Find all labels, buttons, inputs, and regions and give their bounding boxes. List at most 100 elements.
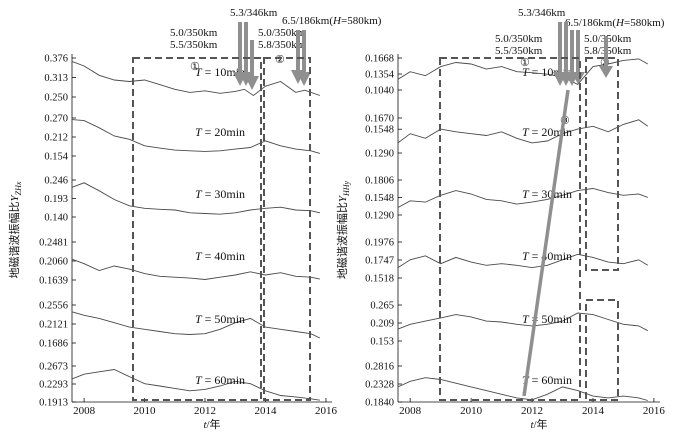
left-series-line xyxy=(71,311,321,339)
left-y-tick-label: 0.140 xyxy=(44,213,68,224)
right-box-2-upper xyxy=(585,57,619,271)
left-y-tick-label: 0.376 xyxy=(44,54,68,65)
left-annotations: 5.3/346km 5.0/350km 5.5/350km 6.5/186km(… xyxy=(132,7,382,401)
right-series-line xyxy=(397,119,649,144)
right-x-tick-label: 2008 xyxy=(399,405,422,417)
left-y-tick-label: 0.2121 xyxy=(39,320,68,331)
right-subplot-label-value: = 60min xyxy=(529,373,572,387)
left-arrow-shaft-5 xyxy=(302,30,306,76)
left-y-axis-label-main: 地磁谐波振幅比 xyxy=(7,201,21,278)
right-ann-mid1: 5.0/350km xyxy=(495,33,543,45)
left-panel: 2008 2010 2012 2014 2016 t/年 地磁谐波振幅比YZHx 0.376 0… xyxy=(7,54,337,432)
right-ann-right-pre: 6.5/186km( xyxy=(565,17,616,29)
right-series-line xyxy=(397,312,649,332)
right-subplot-label-var: T xyxy=(522,187,530,201)
right-y-tick-label: 0.209 xyxy=(370,319,394,330)
right-subplot-label-var: T xyxy=(522,65,530,79)
right-subplot-label-value: = 40min xyxy=(529,249,572,263)
left-ann-mid2: 5.5/350km xyxy=(170,39,218,51)
left-y-axis-label: 地磁谐波振幅比YZHx xyxy=(7,181,23,278)
right-arrow-head-5 xyxy=(599,66,613,78)
right-ann-right-h: H xyxy=(615,17,625,29)
right-series-line xyxy=(397,188,648,208)
left-subplot-label-value: = 50min xyxy=(202,312,245,326)
left-y-tick-label: 0.250 xyxy=(44,93,68,104)
right-x-axis-label-var: t xyxy=(530,419,534,431)
right-y-tick-label: 0.2328 xyxy=(365,380,394,391)
right-arrow-shaft-5 xyxy=(604,36,608,70)
left-x-tick-label: 2010 xyxy=(134,405,157,417)
left-series-line xyxy=(71,182,321,215)
left-ann-r1: 5.0/350km xyxy=(258,27,306,39)
right-subplot-label-value: = 50min xyxy=(529,312,572,326)
left-series-line xyxy=(71,258,320,280)
left-box-1 xyxy=(132,57,262,401)
right-x-tick-label: 2016 xyxy=(643,405,666,417)
right-x-tick-label: 2012 xyxy=(521,405,543,417)
right-circle-1: ① xyxy=(520,57,530,69)
left-arrow-shaft-3 xyxy=(250,40,254,80)
left-y-tick-label: 0.2293 xyxy=(39,380,68,391)
left-subplot-label-var: T xyxy=(195,125,203,139)
left-ann-right: 6.5/186km(H=580km) xyxy=(282,15,382,27)
left-ann-right-pre: 6.5/186km( xyxy=(282,15,333,27)
left-subplot-label-var: T xyxy=(195,249,203,263)
left-subplot-label-value: = 30min xyxy=(202,187,245,201)
right-ann-right-post: =580km) xyxy=(624,17,665,29)
right-y-tick-label: 0.1290 xyxy=(365,211,394,222)
left-subplot-label-value: = 60min xyxy=(202,373,245,387)
left-x-tick-label: 2014 xyxy=(254,405,277,417)
right-y-axis-label: 地磁谐波振幅比YHHy xyxy=(335,180,351,279)
left-y-tick-label: 0.313 xyxy=(44,73,68,84)
left-arrow-shaft-4 xyxy=(296,30,300,74)
left-subplot-label-value: = 20min xyxy=(202,125,245,139)
right-x-axis-label: t/年 xyxy=(530,417,547,431)
right-arrow-shaft-1 xyxy=(558,22,562,78)
left-y-tick-label: 0.193 xyxy=(44,194,68,205)
left-series-line xyxy=(71,369,320,401)
left-subplot-label: T = 60min xyxy=(195,373,245,387)
right-subplot-label: T = 50min xyxy=(522,312,572,326)
right-y-tick-label: 0.1668 xyxy=(365,54,394,65)
right-y-tick-label: 0.265 xyxy=(370,301,394,312)
left-ann-r2: 5.8/350km xyxy=(258,39,306,51)
left-y-tick-label: 0.246 xyxy=(44,176,68,187)
right-y-tick-label: 0.1290 xyxy=(365,149,394,160)
left-arrow-head-2 xyxy=(239,72,253,86)
left-subplot-label-value: = 40min xyxy=(202,249,245,263)
right-y-tick-label: 0.1548 xyxy=(365,125,394,136)
left-y-tick-label: 0.1686 xyxy=(39,339,68,350)
right-y-axis-label-sub: HHy xyxy=(342,180,351,197)
right-y-tick-label: 0.1976 xyxy=(365,238,394,249)
left-arrow-shaft-1 xyxy=(238,22,242,80)
right-y-tick-label: 0.1518 xyxy=(365,274,394,285)
right-arrow-shaft-4 xyxy=(576,30,580,76)
right-x-tick-label: 2014 xyxy=(582,405,605,417)
left-x-tick-label: 2016 xyxy=(315,405,338,417)
right-subplot-label-value: = 30min xyxy=(529,187,572,201)
left-circle-1: ① xyxy=(190,61,200,73)
right-subplot-label-var: T xyxy=(522,312,530,326)
right-y-tick-label: 0.1548 xyxy=(365,193,394,204)
right-box-2-lower xyxy=(585,299,619,401)
right-x-tick-label: 2010 xyxy=(460,405,483,417)
left-subplot-label-value: = 10min xyxy=(202,65,245,79)
left-y-tick-label: 0.2060 xyxy=(39,257,68,268)
left-subplot-label-var: T xyxy=(195,187,203,201)
left-y-tick-label: 0.270 xyxy=(44,114,68,125)
right-y-tick-label: 0.1747 xyxy=(365,256,394,267)
left-y-axis-label-sub: ZHx xyxy=(14,181,23,195)
left-y-axis-label-sym: Y xyxy=(9,193,21,201)
left-ann-mid1: 5.0/350km xyxy=(170,27,218,39)
right-series-line xyxy=(397,253,649,269)
right-y-tick-label: 0.2816 xyxy=(365,362,394,373)
left-y-tick-label: 0.2481 xyxy=(39,238,68,249)
left-subplot-label-var: T xyxy=(195,65,203,79)
right-annotations: 5.3/346km 6.5/186km(H=580km) 5.0/350km 5… xyxy=(439,7,665,401)
right-arrows xyxy=(553,22,613,86)
left-x-axis-label-var: t xyxy=(203,419,207,431)
right-y-axis-label-sym: Y xyxy=(337,194,349,202)
left-subplot-label-var: T xyxy=(195,312,203,326)
left-ann-top: 5.3/346km xyxy=(230,7,278,19)
right-ann-right: 6.5/186km(H=580km) xyxy=(565,17,665,29)
